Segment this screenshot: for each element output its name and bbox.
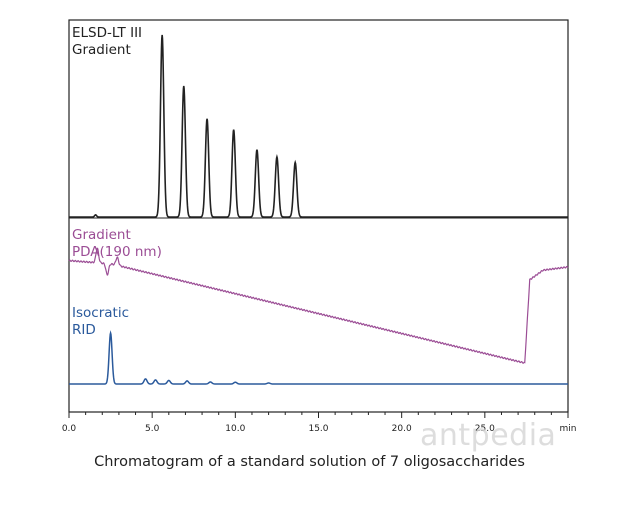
- x-tick-label: 10.0: [225, 424, 245, 434]
- elsd-label-line1: ELSD-LT III: [72, 25, 142, 41]
- x-tick-label: 0.0: [62, 424, 77, 434]
- watermark: antpedia: [420, 418, 557, 453]
- rid-label-line2: RID: [72, 322, 96, 338]
- pda-trace: [68, 247, 569, 364]
- rid-trace: [69, 330, 568, 385]
- x-axis: 0.0 5.0 10.0 15.0 20.0 25.0 min: [62, 412, 577, 434]
- chromatogram-chart: ELSD-LT III Gradient Gradient PDA(190 nm…: [62, 19, 577, 434]
- x-tick-label: 25.0: [475, 424, 495, 434]
- plot-frame: [68, 19, 569, 413]
- x-tick-label: 15.0: [308, 424, 328, 434]
- figure-caption: Chromatogram of a standard solution of 7…: [94, 454, 525, 470]
- x-tick-label: 20.0: [392, 424, 412, 434]
- pda-label-line2: PDA(190 nm): [72, 244, 162, 260]
- x-tick-label: min: [560, 424, 577, 434]
- rid-label-line1: Isocratic: [72, 305, 129, 321]
- elsd-trace: [69, 34, 568, 218]
- pda-label-line1: Gradient: [72, 227, 131, 243]
- x-tick-label: 5.0: [145, 424, 160, 434]
- elsd-label-line2: Gradient: [72, 42, 131, 58]
